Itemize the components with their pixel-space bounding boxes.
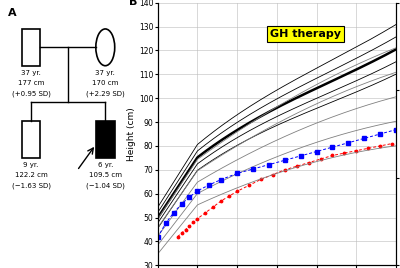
Bar — [96, 121, 115, 158]
Text: 170 cm: 170 cm — [92, 80, 118, 86]
Y-axis label: Height (cm): Height (cm) — [127, 107, 136, 161]
Text: 6 yr.: 6 yr. — [98, 162, 113, 168]
Text: 37 yr.: 37 yr. — [95, 70, 115, 76]
Text: (−1.63 SD): (−1.63 SD) — [12, 183, 50, 189]
Text: (−1.04 SD): (−1.04 SD) — [86, 183, 125, 189]
Text: (+0.95 SD): (+0.95 SD) — [12, 91, 50, 97]
Text: B: B — [129, 0, 138, 8]
Text: 109.5 cm: 109.5 cm — [89, 172, 122, 178]
Text: 122.2 cm: 122.2 cm — [15, 172, 47, 178]
Bar — [22, 121, 40, 158]
Text: 37 yr.: 37 yr. — [21, 70, 41, 76]
Bar — [22, 29, 40, 66]
Text: 9 yr.: 9 yr. — [23, 162, 39, 168]
Text: (+2.29 SD): (+2.29 SD) — [86, 91, 125, 97]
Text: 177 cm: 177 cm — [18, 80, 44, 86]
Text: GH therapy: GH therapy — [270, 29, 341, 39]
Text: A: A — [8, 8, 17, 18]
